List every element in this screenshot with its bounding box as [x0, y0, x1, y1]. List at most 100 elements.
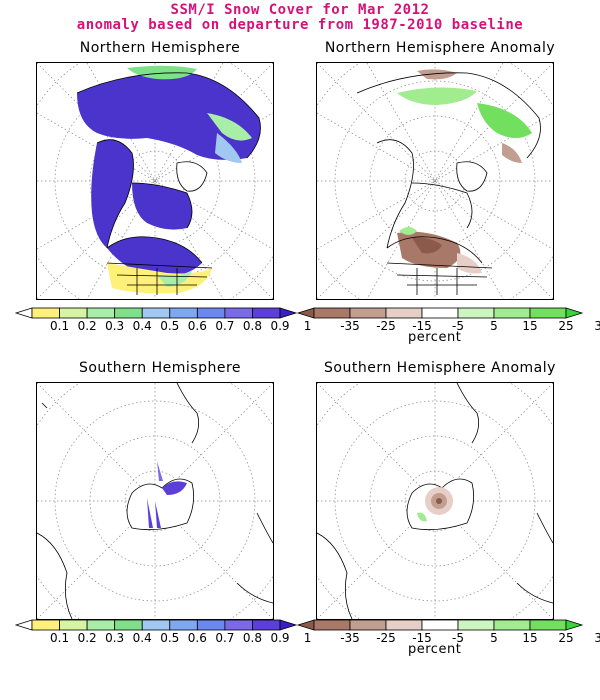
coastlines: [76, 72, 261, 295]
anomaly-scale-swatch: [421, 307, 459, 319]
cover-scale-tick-label: 0.6: [187, 631, 207, 645]
cover-scale-swatch: [141, 307, 171, 319]
cover-scale-tick-label: 0.3: [105, 631, 125, 645]
anomaly-scale-tick-label: -35: [340, 631, 360, 645]
cover-scale-swatch: [59, 619, 88, 631]
cover-scale-tick-label: 0.8: [242, 319, 262, 333]
cover-scale-swatch: [252, 307, 281, 319]
anomaly-scale-tick-label: 5: [490, 631, 498, 645]
snow-us-border: [107, 263, 212, 294]
anomaly-scale-tick-label: -5: [452, 631, 464, 645]
anomaly-scale-tick-label: -35: [340, 319, 360, 333]
anomaly-positive-eurasia: [397, 87, 477, 105]
anomaly-scale-swatch: [385, 619, 423, 631]
anomaly-scale-swatch: [349, 307, 387, 319]
cover-scale-swatch: [31, 307, 60, 319]
anomaly-unit-top: percent: [408, 330, 462, 345]
anomaly-scale-swatch-high: [565, 619, 584, 631]
map-sh-anomaly-svg: [317, 383, 553, 619]
cover-scale-tick-label: 0.3: [105, 319, 125, 333]
cover-scale-swatch: [169, 307, 198, 319]
map-sh-svg: [37, 383, 273, 619]
cover-scale-swatch: [169, 619, 198, 631]
figure-title: SSM/I Snow Cover for Mar 2012: [170, 2, 430, 18]
anomaly-scale-tick-label: 5: [490, 319, 498, 333]
panel-title-sh-anomaly: Southern Hemisphere Anomaly: [324, 360, 556, 376]
panel-title-nh-anomaly: Northern Hemisphere Anomaly: [324, 40, 556, 56]
colorbar-anomaly-bottom: -35 -25 -15 -5 5 15 25 35: [296, 619, 600, 645]
anomaly-scale-tick-label: 15: [522, 319, 538, 333]
cover-scale-tick-label: 0.2: [77, 631, 97, 645]
anomaly-positive-asia: [477, 103, 532, 138]
anomaly-scale-swatch: [313, 619, 351, 631]
snow-antarctica: [162, 481, 187, 495]
colorbar-anomaly-top: -35 -25 -15 -5 5 15 25 35: [296, 307, 600, 333]
cover-scale-swatch-low: [14, 619, 33, 631]
anomaly-scale-swatch: [457, 307, 495, 319]
anomaly-unit-bottom: percent: [408, 642, 462, 657]
cover-scale-tick-label: 0.1: [50, 319, 70, 333]
anomaly-scale-swatch: [493, 619, 531, 631]
anomaly-positive: [417, 512, 427, 522]
cover-scale-tick-label: 1: [303, 319, 312, 333]
cover-scale-tick-label: 0.7: [215, 319, 235, 333]
anomaly-scale-swatch: [457, 619, 495, 631]
cover-scale-tick-label: 0.5: [160, 319, 180, 333]
cover-scale-swatch: [224, 619, 253, 631]
cover-scale-swatch-high: [279, 307, 298, 319]
cover-scale-swatch-low: [14, 307, 33, 319]
snow-asia-edge2: [215, 133, 242, 163]
cover-scale-tick-label: 0.6: [187, 319, 207, 333]
anomaly-scale-svg: [296, 307, 584, 319]
map-nh-anomaly: [316, 62, 554, 300]
snow-eurasia: [77, 72, 261, 160]
cover-scale-swatch: [59, 307, 88, 319]
map-sh-snow-cover: [36, 382, 274, 620]
cover-scale-tick-label: 0.5: [160, 631, 180, 645]
map-nh-anomaly-svg: [317, 63, 553, 299]
map-nh-snow-cover: [36, 62, 274, 300]
coastlines: [317, 383, 553, 619]
figure-subtitle: anomaly based on departure from 1987-201…: [76, 17, 524, 33]
anomaly-scale-tick-label: -5: [452, 319, 464, 333]
cover-scale-swatch: [141, 619, 171, 631]
cover-scale-swatch: [252, 619, 281, 631]
anomaly-negative-asia: [502, 143, 522, 163]
anomaly-scale-swatch-low: [296, 307, 315, 319]
greenland: [456, 161, 488, 192]
cover-scale-swatch: [114, 619, 143, 631]
anomaly-scale-svg: [296, 619, 584, 631]
cover-scale-swatch: [196, 619, 226, 631]
cover-scale-tick-label: 0.4: [132, 319, 152, 333]
snow-peninsula: [157, 461, 163, 481]
snow-asia-edge: [207, 113, 252, 141]
anomaly-scale-tick-label: 25: [558, 631, 574, 645]
anomaly-scale-swatch-high: [565, 307, 584, 319]
cover-scale-tick-label: 0.1: [50, 631, 70, 645]
snow-antarctica-streaks: [147, 498, 161, 528]
anomaly-scale-swatch: [529, 307, 567, 319]
cover-scale-swatch: [86, 307, 116, 319]
anomaly-scale-swatch: [313, 307, 351, 319]
anomaly-scale-tick-label: -25: [376, 631, 396, 645]
cover-scale-swatch: [196, 307, 226, 319]
panel-title-sh: Southern Hemisphere: [78, 360, 242, 376]
cover-scale-tick-label: 0.9: [270, 631, 290, 645]
anomaly-scale-tick-label: -25: [376, 319, 396, 333]
coastlines: [37, 383, 273, 619]
cover-scale-tick-label: 0.4: [132, 631, 152, 645]
anomaly-scale-swatch: [349, 619, 387, 631]
cover-scale-tick-label: 0.9: [270, 319, 290, 333]
anomaly-scale-swatch: [493, 307, 531, 319]
coastlines: [356, 72, 541, 295]
cover-scale-swatch: [224, 307, 253, 319]
anomaly-scale-swatch: [529, 619, 567, 631]
cover-scale-svg: [14, 619, 298, 631]
cover-scale-tick-label: 0.8: [242, 631, 262, 645]
anomaly-scale-swatch: [385, 307, 423, 319]
anomaly-scale-swatch-low: [296, 619, 315, 631]
map-nh-svg: [37, 63, 273, 299]
panel-title-nh: Northern Hemisphere: [79, 40, 241, 56]
anomaly-scale-tick-label: 25: [558, 319, 574, 333]
colorbar-snow-cover-top: 0.1 0.2 0.3 0.4 0.5 0.6 0.7 0.8 0.9 1: [14, 307, 311, 333]
